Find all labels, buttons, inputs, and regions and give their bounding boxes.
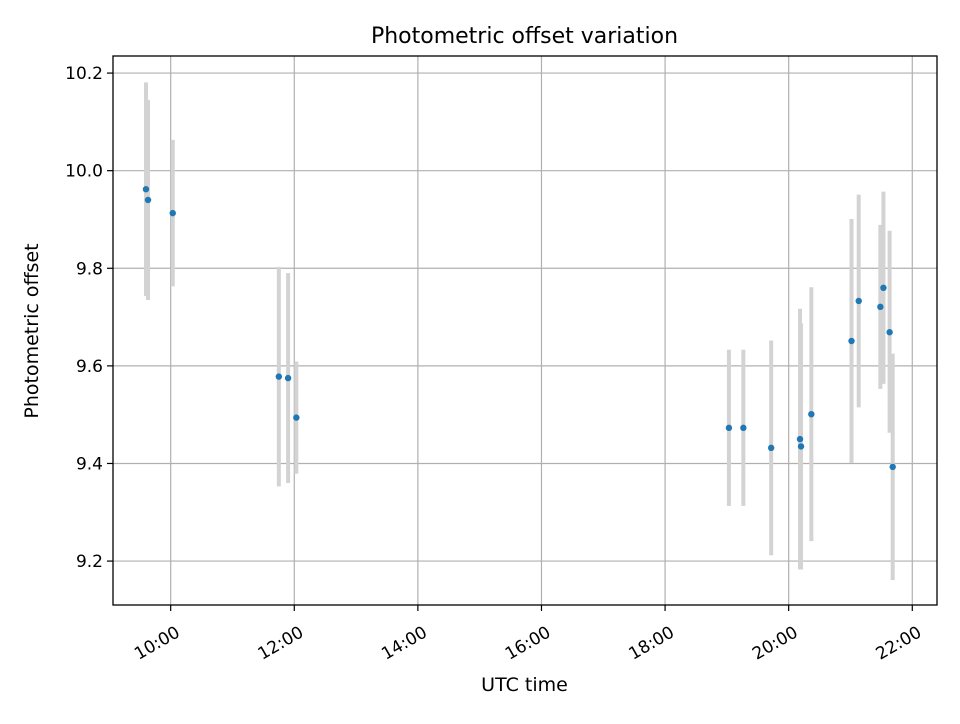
data-point	[877, 303, 884, 311]
y-tick-label: 9.2	[76, 552, 103, 572]
y-tick-label: 9.6	[76, 357, 103, 377]
plot-frame	[112, 55, 938, 606]
y-axis-ticks: 9.2 9.4 9.6 9.8 10.0 10.2	[65, 64, 113, 572]
data-point	[796, 435, 804, 443]
data-point	[169, 209, 176, 217]
y-tick-label: 9.8	[76, 259, 103, 279]
y-tick-label: 10.2	[65, 64, 103, 84]
data-point	[293, 414, 300, 421]
y-tick-label: 10.0	[65, 162, 103, 182]
data-point	[889, 463, 896, 471]
x-axis-label: UTC time	[481, 674, 568, 696]
data-point	[725, 424, 733, 432]
data-points	[142, 186, 896, 471]
data-point	[740, 424, 747, 432]
data-point	[142, 186, 150, 193]
data-point	[848, 337, 855, 345]
data-point	[144, 196, 152, 204]
data-point	[275, 373, 283, 380]
data-point	[767, 444, 775, 452]
data-point	[808, 410, 815, 418]
y-axis-label: Photometric offset	[21, 243, 43, 418]
data-point	[886, 329, 893, 336]
y-tick-label: 9.4	[76, 454, 103, 474]
data-point	[797, 443, 805, 450]
chart-title: Photometric offset variation	[371, 24, 678, 49]
data-point	[880, 284, 887, 291]
data-point	[855, 297, 862, 305]
data-point	[284, 374, 292, 382]
